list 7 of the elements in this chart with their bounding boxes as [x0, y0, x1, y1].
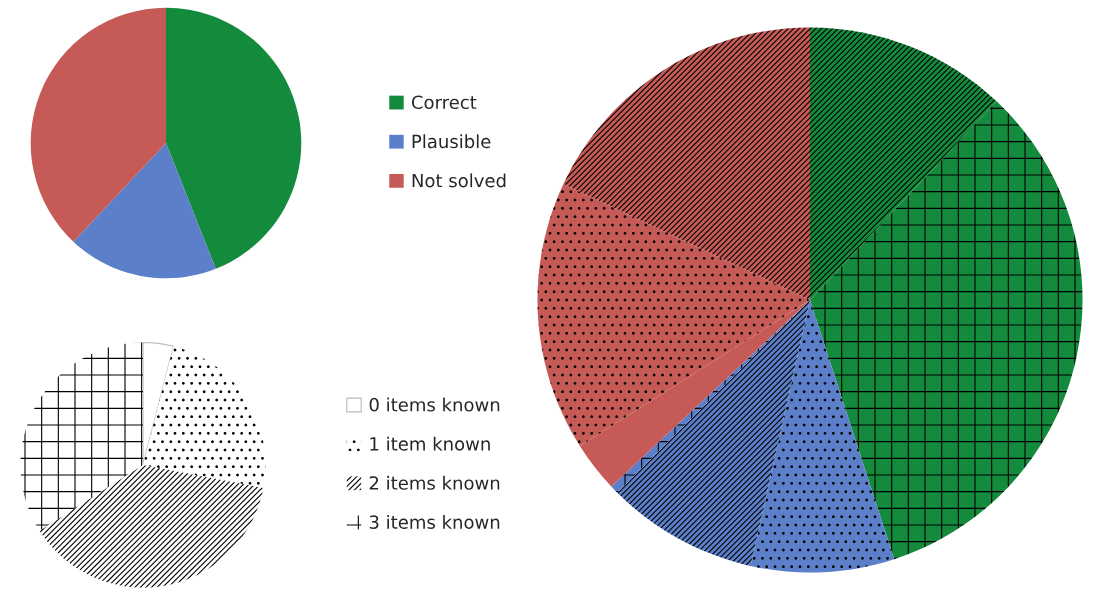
- legend-label: 0 items known: [369, 397, 500, 412]
- legend-label: 3 items known: [369, 514, 500, 529]
- legend-label: Not solved: [412, 173, 506, 188]
- legend-label: 1 item known: [370, 436, 490, 451]
- legend-label: Plausible: [412, 134, 491, 149]
- legend-label: 2 items known: [369, 475, 500, 490]
- legend-label: Correct: [411, 95, 477, 110]
